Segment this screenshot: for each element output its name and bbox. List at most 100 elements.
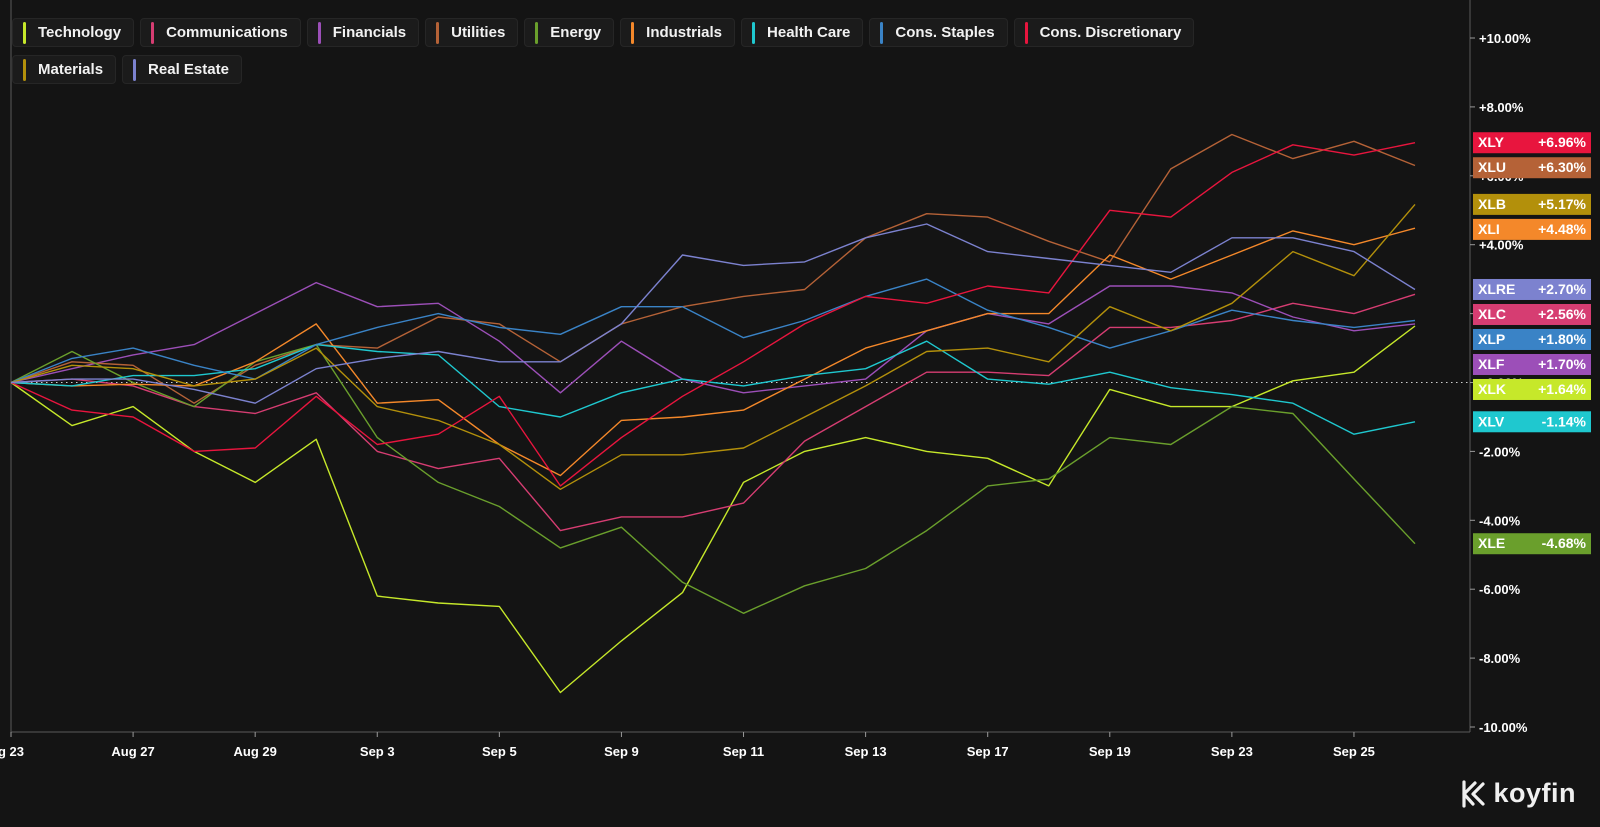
legend-swatch	[23, 58, 26, 81]
legend-item-health-care[interactable]: Health Care	[741, 18, 864, 47]
tag-value: +1.70%	[1538, 356, 1586, 372]
tag-xle: XLE -4.68%	[1473, 533, 1591, 555]
koyfin-logo-icon	[1462, 779, 1486, 808]
series-line-xlv	[10, 340, 1416, 435]
x-tick-label: Sep 25	[1333, 744, 1375, 759]
x-tick-label: Sep 17	[967, 744, 1009, 759]
tag-value: +6.30%	[1538, 159, 1586, 175]
tag-value: +5.17%	[1538, 196, 1586, 212]
tag-value: -4.68%	[1542, 535, 1587, 551]
series-line-xlc	[10, 293, 1416, 532]
series-line-xly	[10, 142, 1416, 487]
legend-label: Industrials	[646, 24, 723, 41]
axes: +10.00%+8.00%+6.00%+4.00%+2.00%+0.00%-2.…	[0, 0, 1531, 759]
legend-label: Energy	[550, 24, 602, 41]
legend-label: Financials	[332, 24, 407, 41]
tag-xlb: XLB +5.17%	[1473, 193, 1591, 215]
tag-background	[1473, 378, 1591, 400]
x-tick-label: Sep 13	[845, 744, 887, 759]
series-line-xlu	[10, 133, 1416, 404]
legend-item-communications[interactable]: Communications	[140, 18, 301, 47]
series-line-xli	[10, 227, 1416, 477]
legend-item-cons-staples[interactable]: Cons. Staples	[869, 18, 1008, 47]
legend-swatch	[133, 58, 137, 81]
legend-swatch	[880, 21, 884, 44]
tag-xlre: XLRE +2.70%	[1473, 278, 1591, 300]
tag-background	[1473, 132, 1591, 154]
tag-ticker: XLU	[1478, 159, 1506, 175]
tag-ticker: XLRE	[1478, 281, 1515, 297]
series-line-xlp	[10, 278, 1416, 384]
y-tick-label: +4.00%	[1479, 238, 1524, 253]
tag-ticker: XLV	[1478, 413, 1505, 429]
legend-item-utilities[interactable]: Utilities	[425, 18, 519, 47]
tag-xlf: XLF +1.70%	[1473, 353, 1591, 375]
tag-ticker: XLF	[1478, 356, 1505, 372]
legend-item-cons-discretionary[interactable]: Cons. Discretionary	[1013, 18, 1195, 47]
legend-label: Cons. Discretionary	[1039, 24, 1182, 41]
series-line-xlf	[10, 281, 1416, 394]
legend-label: Cons. Staples	[895, 24, 995, 41]
tag-xlu: XLU +6.30%	[1473, 157, 1591, 179]
tag-ticker: XLC	[1478, 306, 1506, 322]
tag-xlp: XLP +1.80%	[1473, 328, 1591, 350]
y-tick-label: -6.00%	[1479, 582, 1521, 597]
tag-value: +6.96%	[1538, 134, 1586, 150]
legend-item-materials[interactable]: Materials	[12, 55, 117, 84]
legend-label: Utilities	[451, 24, 506, 41]
y-tick-label: -8.00%	[1479, 651, 1521, 666]
y-tick-label: -10.00%	[1479, 720, 1528, 735]
last-value-tags: XLY +6.96% XLU +6.30% XLB +5.17% XLI +4.48% XLRE…	[1473, 132, 1591, 555]
tag-ticker: XLI	[1478, 221, 1500, 237]
tag-xlc: XLC +2.56%	[1473, 303, 1591, 325]
legend-item-energy[interactable]: Energy	[524, 18, 615, 47]
legend-swatch	[535, 21, 539, 44]
x-tick-label: Sep 11	[723, 744, 764, 759]
legend-item-financials[interactable]: Financials	[306, 18, 420, 47]
x-tick-label: Sep 9	[604, 744, 639, 759]
tag-ticker: XLK	[1478, 381, 1506, 397]
legend-label: Health Care	[767, 24, 851, 41]
tag-xlk: XLK +1.64%	[1473, 378, 1591, 400]
series-line-xlb	[10, 203, 1416, 490]
tag-value: +1.64%	[1538, 381, 1586, 397]
tag-value: +2.70%	[1538, 281, 1586, 297]
legend-item-technology[interactable]: Technology	[12, 18, 135, 47]
y-tick-label: -2.00%	[1479, 444, 1521, 459]
x-tick-label: Sep 5	[482, 744, 517, 759]
legend-swatch	[317, 21, 321, 44]
legend-label: Technology	[38, 24, 122, 41]
tag-background	[1473, 533, 1591, 555]
tag-ticker: XLB	[1478, 196, 1506, 212]
tag-value: +4.48%	[1538, 221, 1586, 237]
y-tick-label: +8.00%	[1479, 100, 1524, 115]
series-line-xlre	[10, 223, 1416, 404]
series-line-xle	[10, 343, 1416, 614]
legend-item-real-estate[interactable]: Real Estate	[122, 55, 242, 84]
tag-xlv: XLV -1.14%	[1473, 411, 1591, 433]
brand-name: koyfin	[1493, 778, 1576, 808]
tag-background	[1473, 193, 1591, 215]
y-tick-label: -4.00%	[1479, 513, 1521, 528]
x-tick-label: Sep 19	[1089, 744, 1131, 759]
tag-background	[1473, 303, 1591, 325]
legend: Technology Communications Financials Utilit…	[12, 18, 1252, 84]
tag-background	[1473, 353, 1591, 375]
tag-background	[1473, 328, 1591, 350]
legend-swatch	[436, 21, 440, 44]
tag-value: -1.14%	[1542, 413, 1587, 429]
tag-xly: XLY +6.96%	[1473, 132, 1591, 154]
legend-item-industrials[interactable]: Industrials	[620, 18, 736, 47]
series-line-xlk	[10, 325, 1416, 694]
legend-swatch	[151, 21, 155, 44]
legend-swatch	[631, 21, 635, 44]
legend-swatch	[1024, 21, 1028, 44]
tag-ticker: XLE	[1478, 535, 1505, 551]
legend-label: Real Estate	[148, 61, 229, 78]
x-tick-label: Aug 27	[111, 744, 154, 759]
tag-value: +1.80%	[1538, 331, 1586, 347]
legend-label: Materials	[38, 61, 104, 78]
x-tick-label: Sep 3	[360, 744, 395, 759]
series-lines	[10, 133, 1416, 694]
